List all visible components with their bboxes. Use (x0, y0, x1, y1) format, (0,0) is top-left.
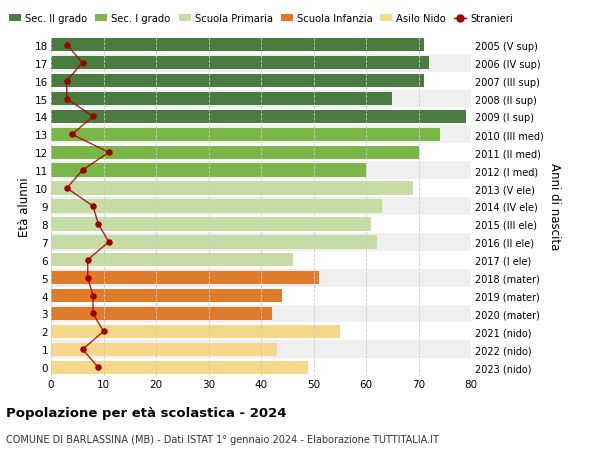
Point (62, 95, 71, 103)
Bar (51, 307, 271, 320)
Bar (51, 233, 471, 251)
Bar (51, 111, 466, 124)
Bar (51, 251, 471, 269)
Bar (51, 235, 377, 249)
Point (78, 167, 88, 174)
Bar (51, 164, 366, 178)
Point (88, 292, 98, 300)
Point (104, 149, 113, 157)
Point (83, 274, 92, 282)
Bar (51, 343, 277, 356)
Bar (51, 129, 439, 142)
Bar (51, 57, 429, 70)
Bar (51, 200, 382, 213)
Bar (51, 289, 282, 302)
Bar (51, 90, 471, 108)
Legend: Sec. II grado, Sec. I grado, Scuola Primaria, Scuola Infanzia, Asilo Nido, Stran: Sec. II grado, Sec. I grado, Scuola Prim… (5, 11, 517, 28)
Bar (51, 37, 471, 55)
Bar (51, 146, 419, 160)
Point (62, 185, 71, 192)
Point (88, 203, 98, 210)
Bar (51, 182, 413, 196)
Point (62, 78, 71, 85)
Point (94, 221, 103, 228)
Text: COMUNE DI BARLASSINA (MB) - Dati ISTAT 1° gennaio 2024 - Elaborazione TUTTITALIA: COMUNE DI BARLASSINA (MB) - Dati ISTAT 1… (6, 434, 439, 444)
Bar (51, 215, 471, 233)
Bar (51, 271, 319, 285)
Bar (51, 73, 471, 90)
Bar (51, 358, 471, 376)
Bar (51, 126, 471, 144)
Bar (51, 269, 471, 287)
Y-axis label: Anni di nascita: Anni di nascita (548, 163, 560, 250)
Bar (51, 93, 392, 106)
Bar (51, 287, 471, 305)
Point (94, 364, 103, 371)
Bar (51, 144, 471, 162)
Point (67, 131, 77, 139)
Bar (51, 323, 471, 341)
Bar (51, 75, 424, 88)
Point (62, 42, 71, 49)
Bar (51, 218, 371, 231)
Y-axis label: Età alunni: Età alunni (18, 177, 31, 236)
Bar (51, 55, 471, 73)
Point (88, 113, 98, 121)
Bar (51, 162, 471, 180)
Bar (51, 341, 471, 358)
Point (104, 239, 113, 246)
Point (99, 328, 109, 336)
Bar (51, 361, 308, 374)
Text: Popolazione per età scolastica - 2024: Popolazione per età scolastica - 2024 (6, 406, 287, 419)
Bar (51, 39, 424, 52)
Point (88, 310, 98, 318)
Bar (51, 180, 471, 198)
Point (78, 346, 88, 353)
Bar (51, 253, 293, 267)
Bar (51, 305, 471, 323)
Bar (51, 108, 471, 126)
Point (78, 60, 88, 67)
Bar (51, 325, 340, 338)
Point (83, 257, 92, 264)
Bar (51, 198, 471, 215)
